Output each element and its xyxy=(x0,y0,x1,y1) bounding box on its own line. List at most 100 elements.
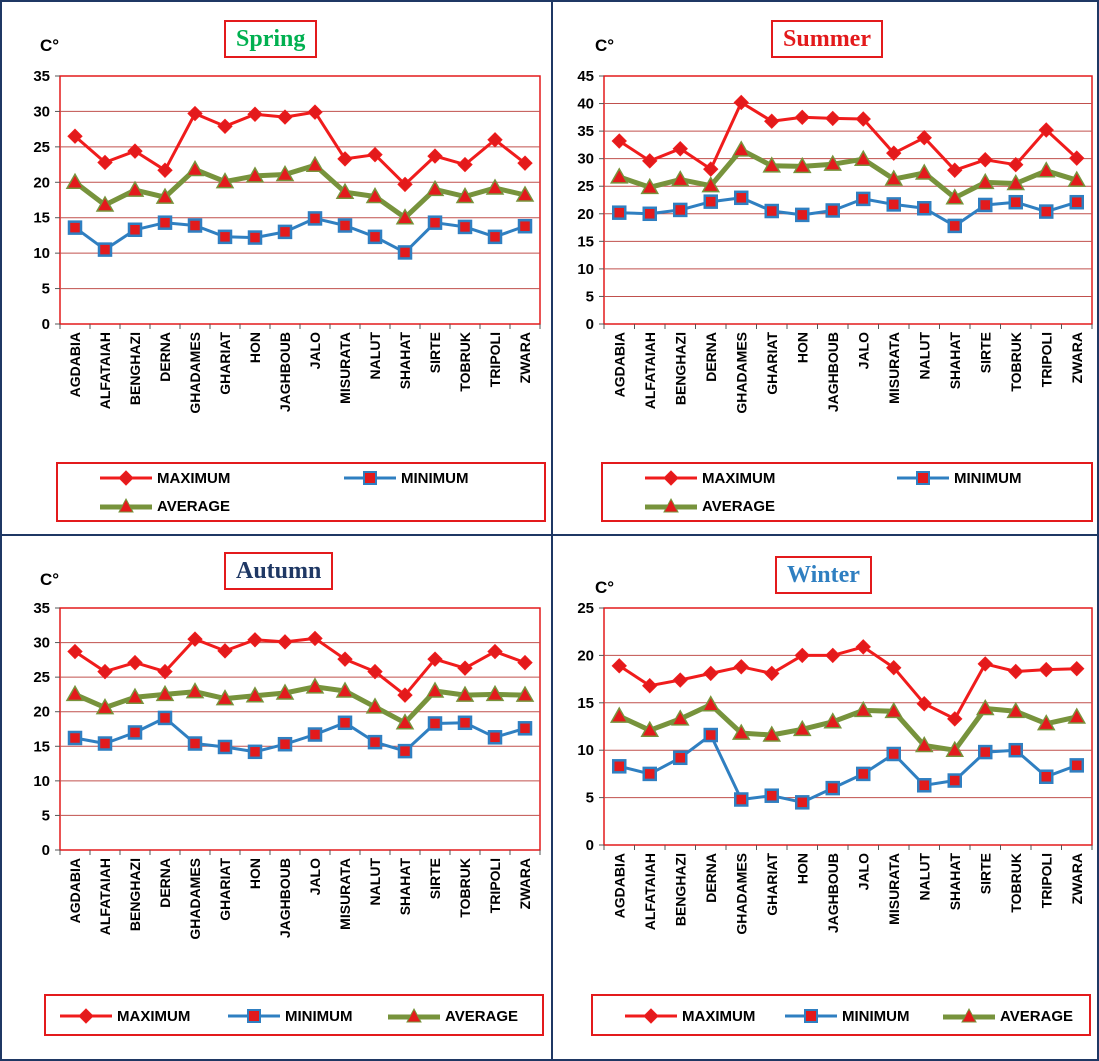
series-line-average xyxy=(618,702,1078,753)
data-point xyxy=(945,740,965,757)
x-tick-label: SHAHAT xyxy=(397,858,413,916)
x-tick-label: SHAHAT xyxy=(947,332,963,390)
y-tick-label: 15 xyxy=(577,233,594,250)
data-point xyxy=(367,734,383,750)
data-point xyxy=(1008,194,1023,210)
y-unit-label: C° xyxy=(40,570,60,589)
y-tick-label: 0 xyxy=(42,316,50,333)
series-maximum xyxy=(67,104,533,193)
chart-plot-winter: 0 5 10 15 20 25 AGDABIA ALFATAIAH BENGHAZI DERNA G… xyxy=(577,600,1093,935)
data-point xyxy=(1006,701,1026,719)
series-line-average xyxy=(73,162,526,221)
data-point xyxy=(764,203,779,219)
chart-plot-autumn: 0 5 10 15 20 25 30 35 AGDABIA ALFATAIAH BENGHAZI DE… xyxy=(33,600,541,940)
legend-item-minimum: MINIMUM xyxy=(895,469,1022,487)
series-line-minimum xyxy=(619,196,1078,228)
legend-item-average: AVERAGE xyxy=(643,497,775,515)
x-tick-label: GHARIAT xyxy=(764,853,780,916)
legend-label-average: AVERAGE xyxy=(157,497,231,515)
y-tick-label: 35 xyxy=(33,600,50,617)
data-point xyxy=(97,242,113,257)
y-tick-label: 15 xyxy=(577,695,594,712)
data-point xyxy=(125,687,145,704)
x-tick-label: TOBRUK xyxy=(457,858,473,918)
legend-label-minimum: MINIMUM xyxy=(401,469,469,487)
data-point xyxy=(762,156,782,173)
x-tick-label: ALFATAIAH xyxy=(642,853,658,930)
data-point xyxy=(487,132,503,148)
data-point xyxy=(945,188,965,205)
x-tick-label: JAGHBOUB xyxy=(825,332,841,412)
y-unit-label: C° xyxy=(595,36,615,55)
x-tick-label: MISURATA xyxy=(886,853,902,925)
legend-item-minimum: MINIMUM xyxy=(226,1007,353,1025)
data-point xyxy=(97,154,113,171)
x-tick-label: BENGHAZI xyxy=(127,858,143,931)
x-tick-label: GHARIAT xyxy=(217,858,233,921)
data-point xyxy=(642,766,657,782)
data-point xyxy=(245,166,265,183)
data-point xyxy=(975,172,995,190)
data-point xyxy=(187,631,203,647)
data-point xyxy=(1069,150,1085,166)
legend-line-maximum xyxy=(625,1008,677,1024)
data-point xyxy=(127,725,143,740)
data-point xyxy=(187,218,203,233)
y-tick-label: 30 xyxy=(33,103,50,120)
x-tick-label: SIRTE xyxy=(427,332,443,373)
x-tick-label: DERNA xyxy=(703,853,719,903)
x-tick-label: DERNA xyxy=(157,332,173,382)
x-tick-label: SHAHAT xyxy=(397,332,413,390)
data-point xyxy=(825,110,841,127)
series-line-minimum xyxy=(618,733,1078,804)
y-tick-label: 25 xyxy=(33,139,50,156)
y-tick-label: 5 xyxy=(42,807,50,824)
legend-item-average: AVERAGE xyxy=(386,1007,518,1025)
data-point xyxy=(855,639,871,655)
series-average xyxy=(609,695,1087,757)
series-maximum xyxy=(67,630,533,703)
y-tick-label: 5 xyxy=(586,288,594,305)
data-point xyxy=(395,713,415,730)
data-point xyxy=(978,744,993,760)
data-point xyxy=(157,710,173,726)
data-point xyxy=(517,218,533,234)
data-point xyxy=(609,706,629,723)
x-tick-label: TOBRUK xyxy=(1008,332,1024,392)
data-point xyxy=(853,700,873,718)
data-point xyxy=(245,686,265,703)
data-point xyxy=(247,744,263,760)
legend-item-minimum: MINIMUM xyxy=(783,1007,910,1025)
data-point xyxy=(886,197,901,212)
x-tick-label: GHADAMES xyxy=(733,332,749,414)
data-point xyxy=(335,182,355,199)
data-point xyxy=(215,172,235,189)
x-tick-label: AGDABIA xyxy=(67,858,83,923)
data-point xyxy=(395,208,415,225)
data-point xyxy=(673,750,688,766)
legend-line-average xyxy=(943,1007,995,1023)
data-point xyxy=(795,795,810,810)
data-point xyxy=(187,105,203,122)
y-tick-label: 35 xyxy=(33,68,50,85)
data-point xyxy=(397,687,413,703)
data-point xyxy=(703,194,718,209)
data-point xyxy=(1067,707,1087,724)
data-point xyxy=(397,245,413,260)
x-tick-label: SIRTE xyxy=(427,858,443,899)
data-point xyxy=(217,229,233,245)
data-point xyxy=(277,224,293,240)
data-point xyxy=(1038,122,1054,138)
data-point xyxy=(703,161,719,177)
y-tick-label: 40 xyxy=(577,96,594,113)
data-point xyxy=(731,723,751,740)
x-tick-label: ALFATAIAH xyxy=(97,332,113,409)
data-point xyxy=(947,162,963,178)
data-point xyxy=(97,663,113,680)
x-tick-label: JALO xyxy=(855,853,871,890)
data-point xyxy=(916,130,932,146)
legend-line-average xyxy=(388,1007,440,1023)
y-tick-label: 10 xyxy=(33,245,50,262)
x-tick-label: GHADAMES xyxy=(733,853,749,935)
data-point xyxy=(67,220,83,235)
